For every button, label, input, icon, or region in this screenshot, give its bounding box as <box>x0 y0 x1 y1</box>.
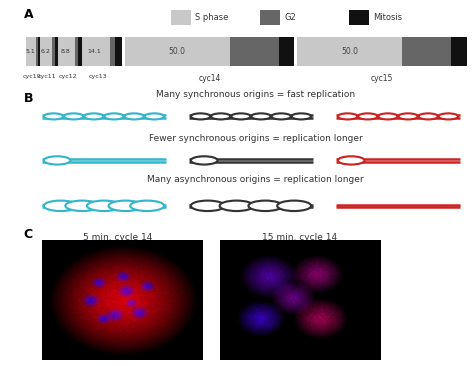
Circle shape <box>358 113 378 119</box>
Circle shape <box>378 113 398 119</box>
Text: cyc13: cyc13 <box>89 74 107 79</box>
Circle shape <box>87 201 121 211</box>
Text: C: C <box>24 228 33 241</box>
Circle shape <box>65 201 99 211</box>
Circle shape <box>145 113 164 119</box>
Bar <box>52 37 55 66</box>
Text: cyc15: cyc15 <box>371 74 393 83</box>
Text: A: A <box>24 8 33 21</box>
Bar <box>115 37 122 66</box>
Bar <box>349 10 369 25</box>
Text: Mitosis: Mitosis <box>374 13 402 22</box>
Circle shape <box>124 113 144 119</box>
Text: 14.1: 14.1 <box>88 49 101 54</box>
Bar <box>297 37 402 66</box>
Text: cyc11: cyc11 <box>38 74 56 79</box>
Circle shape <box>44 201 78 211</box>
Bar <box>36 37 38 66</box>
Text: 15 min. cycle 14: 15 min. cycle 14 <box>263 233 337 242</box>
Bar <box>230 37 279 66</box>
Text: Many synchronous origins = fast replication: Many synchronous origins = fast replicat… <box>156 90 355 98</box>
Bar <box>171 10 191 25</box>
Bar <box>26 37 36 66</box>
Circle shape <box>130 201 164 211</box>
Circle shape <box>104 113 124 119</box>
Circle shape <box>398 113 418 119</box>
Text: cyc12: cyc12 <box>58 74 77 79</box>
Circle shape <box>64 113 83 119</box>
Text: 50.0: 50.0 <box>341 47 358 56</box>
Bar <box>75 37 78 66</box>
Text: cyc14: cyc14 <box>198 74 221 83</box>
Circle shape <box>219 201 254 211</box>
Bar <box>40 37 52 66</box>
Circle shape <box>84 113 104 119</box>
Bar <box>279 37 294 66</box>
Circle shape <box>292 113 311 119</box>
Circle shape <box>44 113 64 119</box>
Text: G2: G2 <box>284 13 296 22</box>
Circle shape <box>248 201 283 211</box>
Text: 8.8: 8.8 <box>61 49 70 54</box>
Circle shape <box>271 113 291 119</box>
Text: 5.1: 5.1 <box>26 49 35 54</box>
Bar <box>260 10 280 25</box>
Text: cyc10: cyc10 <box>22 74 41 79</box>
Circle shape <box>191 201 225 211</box>
Circle shape <box>211 113 230 119</box>
Circle shape <box>231 113 251 119</box>
Bar <box>110 37 115 66</box>
Bar <box>125 37 230 66</box>
Text: 5 min. cycle 14: 5 min. cycle 14 <box>82 233 152 242</box>
Circle shape <box>277 201 311 211</box>
Circle shape <box>338 156 365 165</box>
Circle shape <box>251 113 271 119</box>
Bar <box>451 37 466 66</box>
Text: 50.0: 50.0 <box>169 47 186 56</box>
Circle shape <box>44 156 71 165</box>
Bar <box>82 37 110 66</box>
Bar <box>57 37 75 66</box>
Bar <box>38 37 40 66</box>
Circle shape <box>438 113 458 119</box>
Bar <box>55 37 57 66</box>
Circle shape <box>191 156 218 165</box>
Circle shape <box>419 113 438 119</box>
Bar <box>402 37 451 66</box>
Text: B: B <box>24 92 33 105</box>
Circle shape <box>191 113 210 119</box>
Bar <box>78 37 82 66</box>
Text: Fewer synchronous origins = replication longer: Fewer synchronous origins = replication … <box>148 134 362 142</box>
Circle shape <box>109 201 143 211</box>
Text: Many asynchronous origins = replication longer: Many asynchronous origins = replication … <box>147 175 364 184</box>
Circle shape <box>338 113 357 119</box>
Text: S phase: S phase <box>195 13 228 22</box>
Text: 6.2: 6.2 <box>41 49 51 54</box>
